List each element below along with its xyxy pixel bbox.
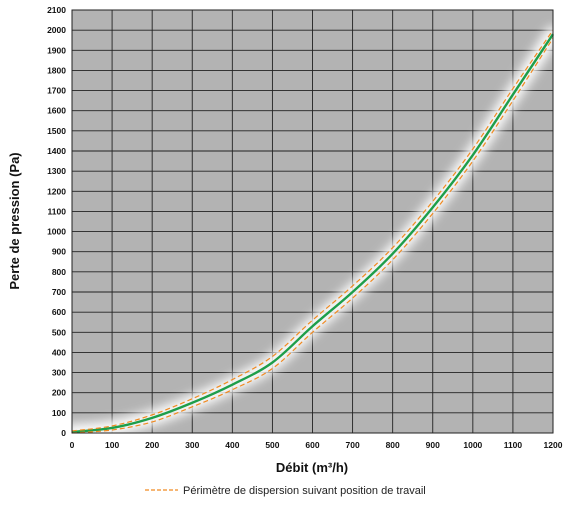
y-axis-title: Perte de pression (Pa): [7, 152, 22, 289]
x-tick-label: 900: [426, 440, 440, 450]
y-tick-label: 900: [52, 247, 66, 257]
legend-label: Périmètre de dispersion suivant position…: [183, 485, 426, 497]
y-tick-label: 1000: [47, 227, 66, 237]
y-tick-label: 2100: [47, 5, 66, 15]
y-tick-label: 700: [52, 287, 66, 297]
x-tick-label: 600: [305, 440, 319, 450]
series-layer: [71, 29, 554, 434]
y-tick-label: 1100: [48, 206, 67, 216]
x-axis-title: Débit (m³/h): [276, 460, 348, 475]
x-tick-label: 300: [185, 440, 199, 450]
y-tick-label: 800: [52, 267, 66, 277]
y-tick-label: 1300: [47, 166, 66, 176]
x-tick-label: 100: [105, 440, 119, 450]
x-tick-label: 200: [145, 440, 159, 450]
x-tick-label: 500: [265, 440, 279, 450]
y-tick-label: 0: [61, 428, 66, 438]
x-tick-label: 800: [386, 440, 400, 450]
y-tick-label: 300: [52, 368, 66, 378]
y-tick-label: 1700: [47, 86, 66, 96]
x-tick-label: 400: [225, 440, 239, 450]
y-tick-label: 1400: [47, 146, 66, 156]
x-tick-label: 700: [345, 440, 359, 450]
x-tick-label: 0: [70, 440, 75, 450]
y-tick-label: 1900: [47, 45, 66, 55]
dispersion-curve-1: [71, 29, 554, 432]
x-tick-labels: 0 100 200 300 400 500 600 700 800 900 1000 1100 1200: [70, 440, 563, 450]
x-tick-label: 1000: [463, 440, 482, 450]
x-tick-label: 1200: [544, 440, 563, 450]
legend: Périmètre de dispersion suivant position…: [145, 485, 426, 497]
y-tick-label: 1600: [47, 106, 66, 116]
x-tick-label: 1100: [504, 440, 523, 450]
y-tick-label: 200: [52, 388, 66, 398]
plot-border: [71, 9, 554, 434]
pressure-loss-curve: [71, 33, 554, 434]
y-tick-label: 600: [52, 307, 66, 317]
y-tick-label: 1500: [47, 126, 66, 136]
y-tick-label: 400: [52, 347, 66, 357]
y-tick-label: 1200: [47, 186, 66, 196]
y-tick-labels: 0 100 200 300 400 500 600 700 800 900 1000 1100 1200…: [47, 5, 66, 438]
y-tick-label: 500: [52, 327, 66, 337]
y-tick-label: 2000: [47, 25, 66, 35]
y-tick-label: 100: [52, 408, 66, 418]
dispersion-curve-2: [71, 37, 554, 434]
y-tick-label: 1800: [47, 65, 66, 75]
